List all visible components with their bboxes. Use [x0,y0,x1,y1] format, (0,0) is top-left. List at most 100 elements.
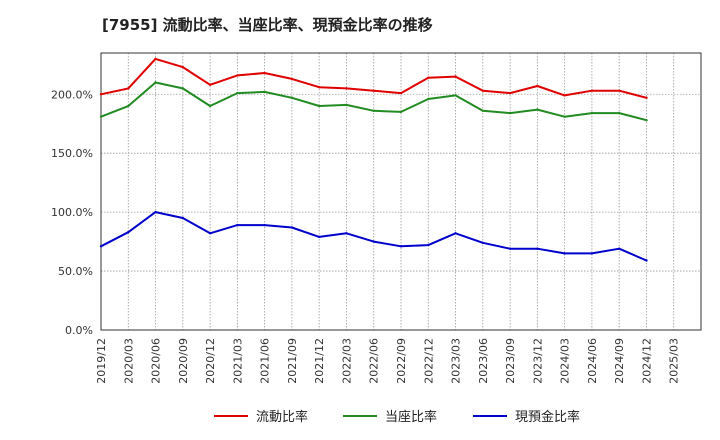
data-point [127,87,130,90]
data-point [154,81,157,84]
x-tick-label: 2020/06 [150,338,163,384]
chart-title: [7955] 流動比率、当座比率、現預金比率の推移 [102,16,433,34]
data-point [290,96,294,100]
x-tick-label: 2020/09 [177,338,190,384]
data-point [236,74,239,77]
data-point [563,115,566,118]
x-tick-label: 2023/12 [531,338,544,384]
x-tick-label: 2023/09 [504,338,517,384]
data-point [645,119,648,122]
data-point [290,226,294,229]
data-point [590,89,594,92]
data-point [154,210,157,214]
y-tick-label: 150.0% [51,147,93,160]
legend-label: 当座比率 [385,409,437,425]
data-point [99,115,103,118]
data-point [208,104,212,108]
data-point [454,232,457,235]
legend-label: 流動比率 [256,409,308,425]
x-axis-ticks: 2019/12 2020/03 2020/06 2020/09 2020/12 2021/… [95,338,681,384]
x-tick-label: 2022/06 [368,338,381,384]
x-tick-label: 2024/12 [640,338,653,384]
data-point [127,231,130,234]
legend-label: 現預金比率 [515,409,580,425]
data-point [318,235,321,239]
x-tick-label: 2023/06 [477,338,490,384]
data-point [236,91,239,95]
x-tick-label: 2022/03 [340,338,353,384]
data-point [236,223,239,227]
y-tick-label: 0.0% [65,324,93,337]
x-tick-label: 2020/12 [204,338,217,384]
data-point [345,87,348,90]
data-point [563,94,566,97]
data-point [508,91,512,95]
data-point [481,109,484,113]
data-point [372,109,375,113]
data-point [181,87,184,90]
data-point [481,241,484,244]
data-point [618,89,621,92]
x-tick-label: 2024/06 [586,338,599,384]
data-point [536,108,539,111]
data-point [427,97,430,101]
data-point [154,57,157,61]
data-point [427,243,430,247]
x-tick-label: 2019/12 [95,338,108,384]
series-lines [99,57,648,262]
data-point [590,252,594,255]
axes [100,52,702,331]
data-point [208,232,212,235]
x-tick-label: 2021/06 [259,338,272,384]
data-point [318,86,321,89]
data-point [345,232,348,235]
data-point [318,104,321,108]
x-tick-label: 2020/03 [122,338,135,384]
data-point [372,89,375,92]
data-point [645,96,648,100]
data-point [181,65,184,69]
x-tick-label: 2021/03 [231,338,244,384]
x-tick-label: 2025/03 [668,338,681,384]
y-tick-label: 50.0% [58,265,93,278]
data-point [208,83,212,87]
x-tick-label: 2024/09 [613,338,626,384]
data-point [508,247,512,250]
data-point [481,89,484,92]
x-tick-label: 2023/03 [450,338,463,384]
data-point [618,111,621,115]
data-point [454,94,457,97]
x-tick-label: 2021/12 [313,338,326,384]
data-point [263,90,266,94]
y-axis-ticks: 0.0% 50.0% 100.0% 150.0% 200.0% [51,88,93,337]
y-tick-label: 100.0% [51,206,93,219]
data-point [127,104,130,108]
data-point [645,259,648,262]
x-tick-label: 2022/12 [422,338,435,384]
data-point [99,93,103,96]
data-point [563,252,566,255]
data-point [590,111,594,115]
data-point [181,216,184,220]
data-point [263,71,266,75]
data-point [427,76,430,80]
data-point [290,77,294,81]
x-tick-label: 2021/09 [286,338,299,384]
data-point [508,111,512,115]
data-point [399,110,403,114]
data-point [99,245,103,248]
x-tick-label: 2024/03 [559,338,572,384]
legend: 流動比率 当座比率 現預金比率 [214,409,580,425]
data-point [399,91,403,95]
data-point [536,247,539,250]
data-point [399,245,403,248]
data-point [372,240,375,243]
data-point [536,84,539,88]
data-point [263,223,266,227]
y-tick-label: 200.0% [51,88,93,101]
plot-frame [100,52,702,331]
x-tick-label: 2022/09 [395,338,408,384]
data-point [345,103,348,107]
data-point [618,247,621,250]
